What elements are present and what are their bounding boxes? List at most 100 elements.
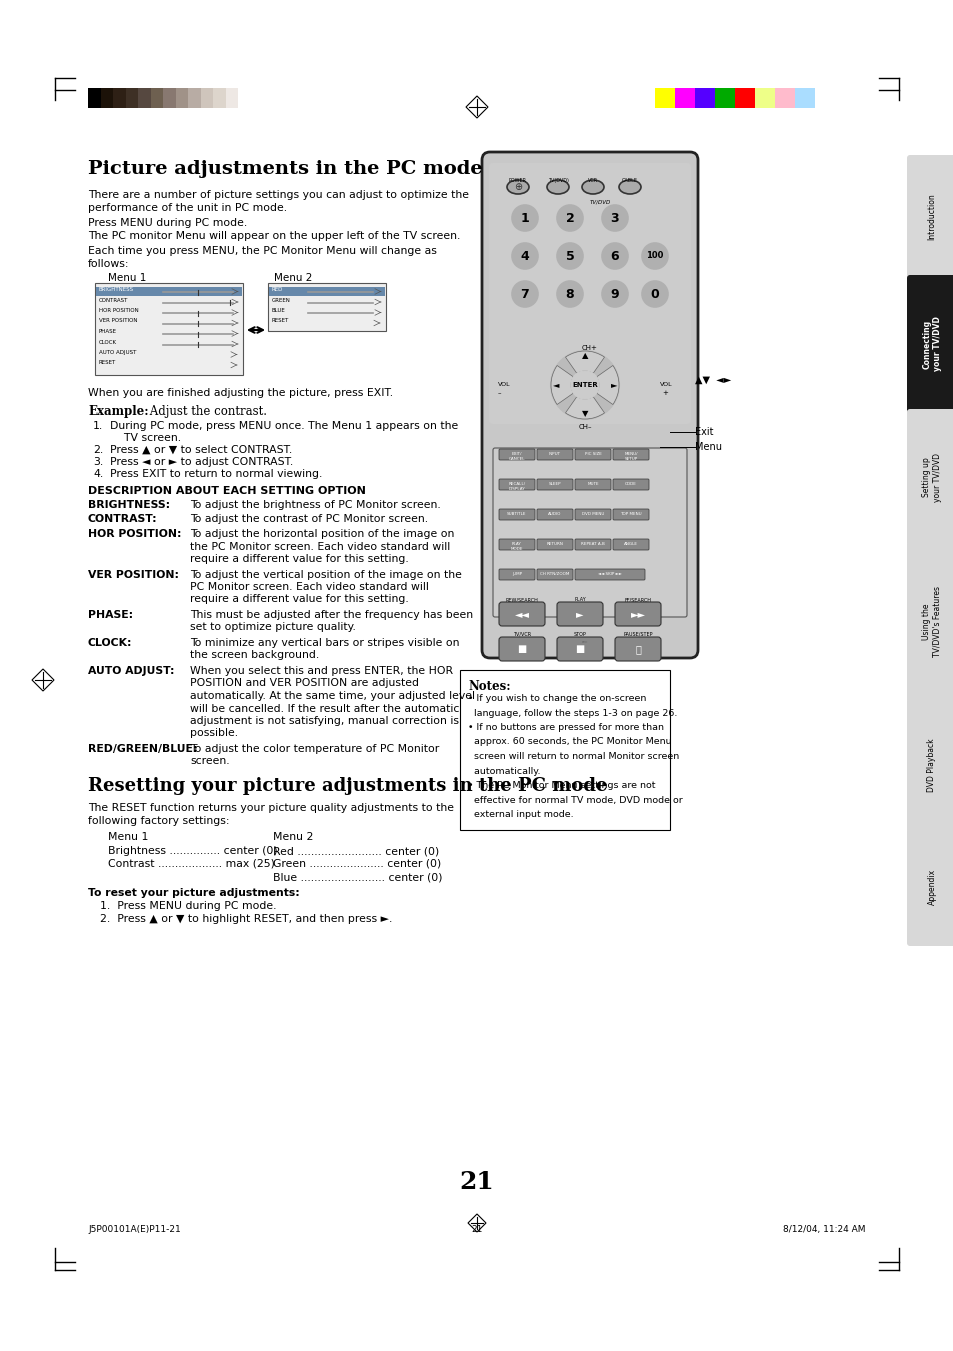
Text: ▲▼  ◄►: ▲▼ ◄► <box>695 376 731 385</box>
Text: SLEEP: SLEEP <box>548 482 560 486</box>
Text: RED: RED <box>272 286 283 292</box>
Bar <box>459 670 669 830</box>
Text: –: – <box>497 390 501 396</box>
FancyBboxPatch shape <box>906 540 953 703</box>
Text: following factory settings:: following factory settings: <box>88 816 230 825</box>
Bar <box>714 88 734 108</box>
Text: Red ......................... center (0): Red ......................... center (0) <box>273 846 438 857</box>
Text: MUTE: MUTE <box>587 482 598 486</box>
Text: 7: 7 <box>520 288 529 300</box>
Text: Press MENU during PC mode.: Press MENU during PC mode. <box>88 218 247 228</box>
FancyBboxPatch shape <box>575 480 610 490</box>
Bar <box>151 88 163 108</box>
Bar <box>201 88 213 108</box>
Text: To reset your picture adjustments:: To reset your picture adjustments: <box>88 888 299 898</box>
Text: PLAY: PLAY <box>512 542 521 546</box>
Text: ⏸: ⏸ <box>635 644 640 654</box>
Text: ■: ■ <box>575 644 584 654</box>
FancyBboxPatch shape <box>575 539 610 550</box>
Text: 21: 21 <box>471 1225 482 1233</box>
Bar <box>754 88 774 108</box>
Text: Menu 2: Menu 2 <box>274 273 312 282</box>
Text: RED/GREEN/BLUE:: RED/GREEN/BLUE: <box>88 744 197 754</box>
Text: DESCRIPTION ABOUT EACH SETTING OPTION: DESCRIPTION ABOUT EACH SETTING OPTION <box>88 486 366 496</box>
Text: CLOCK: CLOCK <box>99 339 117 345</box>
Bar <box>138 88 151 108</box>
Circle shape <box>601 205 627 231</box>
Text: Menu: Menu <box>695 442 721 453</box>
Text: JUMP: JUMP <box>512 571 521 576</box>
Text: TV/VCR: TV/VCR <box>513 632 531 638</box>
Bar <box>113 88 126 108</box>
Circle shape <box>557 281 582 307</box>
Text: 2: 2 <box>565 212 574 224</box>
Text: set to optimize picture quality.: set to optimize picture quality. <box>190 623 355 632</box>
Text: Contrast ................... max (25): Contrast ................... max (25) <box>108 859 274 869</box>
Text: Introduction: Introduction <box>926 193 936 240</box>
Text: ◄◄: ◄◄ <box>514 609 529 619</box>
FancyBboxPatch shape <box>906 409 953 544</box>
Bar <box>188 88 201 108</box>
Text: TV(DVD): TV(DVD) <box>547 178 568 182</box>
Text: PIC SIZE: PIC SIZE <box>584 453 600 457</box>
Text: 2.  Press ▲ or ▼ to highlight RESET, and then press ►.: 2. Press ▲ or ▼ to highlight RESET, and … <box>100 915 392 924</box>
Text: POWER: POWER <box>509 178 526 182</box>
Text: 1.  Press MENU during PC mode.: 1. Press MENU during PC mode. <box>100 901 276 911</box>
FancyBboxPatch shape <box>613 539 648 550</box>
FancyBboxPatch shape <box>489 163 690 424</box>
Text: PLAY: PLAY <box>574 597 585 603</box>
Text: CODE: CODE <box>624 482 637 486</box>
Text: CONTRAST:: CONTRAST: <box>88 515 157 524</box>
Text: REPEAT A-B: REPEAT A-B <box>580 542 604 546</box>
Text: performance of the unit in PC mode.: performance of the unit in PC mode. <box>88 203 287 213</box>
FancyBboxPatch shape <box>493 449 686 617</box>
Bar <box>88 88 100 108</box>
Text: CH–: CH– <box>578 424 591 430</box>
FancyBboxPatch shape <box>906 155 953 280</box>
Text: The PC monitor Menu will appear on the upper left of the TV screen.: The PC monitor Menu will appear on the u… <box>88 231 460 240</box>
Text: 9: 9 <box>610 288 618 300</box>
Text: Blue ......................... center (0): Blue ......................... center (0… <box>273 871 442 882</box>
Circle shape <box>557 243 582 269</box>
Text: the PC Monitor screen. Each video standard will: the PC Monitor screen. Each video standa… <box>190 542 450 551</box>
Text: DISPLAY: DISPLAY <box>508 486 525 490</box>
Text: VOL: VOL <box>659 382 672 388</box>
Text: +: + <box>661 390 667 396</box>
Text: require a different value for this setting.: require a different value for this setti… <box>190 594 408 604</box>
Bar <box>268 282 386 331</box>
FancyBboxPatch shape <box>557 603 602 626</box>
Bar <box>226 88 238 108</box>
Text: ⊕: ⊕ <box>514 182 521 192</box>
Text: Press EXIT to return to normal viewing.: Press EXIT to return to normal viewing. <box>110 469 322 480</box>
Bar <box>695 88 714 108</box>
Text: CH+: CH+ <box>581 345 598 351</box>
Text: When you select this and press ENTER, the HOR: When you select this and press ENTER, th… <box>190 666 453 676</box>
FancyBboxPatch shape <box>575 569 644 580</box>
Text: ►: ► <box>610 381 617 389</box>
Text: 4: 4 <box>520 250 529 262</box>
Bar <box>96 286 242 296</box>
Text: 8: 8 <box>565 288 574 300</box>
Circle shape <box>571 372 598 399</box>
Text: 100: 100 <box>645 251 663 261</box>
Bar <box>734 88 754 108</box>
FancyBboxPatch shape <box>537 480 573 490</box>
Text: 1.: 1. <box>92 422 103 431</box>
Text: 1: 1 <box>520 212 529 224</box>
Text: will be cancelled. If the result after the automatic: will be cancelled. If the result after t… <box>190 704 459 713</box>
Text: Using the
TV/DVD's Features: Using the TV/DVD's Features <box>922 586 941 657</box>
Text: RESET: RESET <box>272 319 289 323</box>
Text: follows:: follows: <box>88 259 130 269</box>
Text: During PC mode, press MENU once. The Menu 1 appears on the: During PC mode, press MENU once. The Men… <box>110 422 457 431</box>
Text: SUBTITLE: SUBTITLE <box>507 512 526 516</box>
Text: POSITION and VER POSITION are adjusted: POSITION and VER POSITION are adjusted <box>190 678 418 689</box>
FancyBboxPatch shape <box>498 449 535 459</box>
Text: require a different value for this setting.: require a different value for this setti… <box>190 554 408 563</box>
Text: HOR POSITION: HOR POSITION <box>99 308 138 313</box>
Text: RETURN: RETURN <box>546 542 563 546</box>
Text: VER POSITION: VER POSITION <box>99 319 137 323</box>
Text: adjustment is not satisfying, manual correction is: adjustment is not satisfying, manual cor… <box>190 716 458 725</box>
Text: VCR: VCR <box>587 178 598 182</box>
Circle shape <box>512 281 537 307</box>
FancyBboxPatch shape <box>615 638 660 661</box>
